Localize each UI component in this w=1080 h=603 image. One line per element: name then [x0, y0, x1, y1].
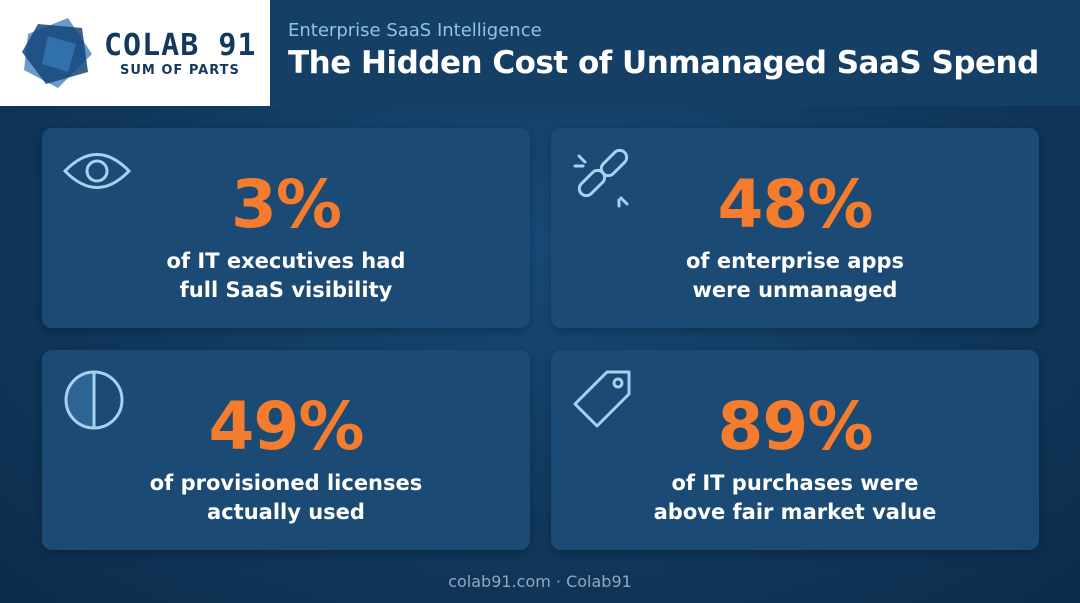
kicker: Enterprise SaaS Intelligence: [288, 20, 542, 41]
stat-text: of IT purchases were: [671, 471, 919, 495]
stat-text: above fair market value: [653, 500, 937, 524]
stat-value: 3%: [230, 166, 342, 243]
title: The Hidden Cost of Unmanaged SaaS Spend: [288, 45, 1039, 81]
eye-icon: [62, 153, 132, 189]
footer: colab91.com · Colab91: [448, 572, 632, 591]
stat-card: 49% of provisioned licenses actually use…: [42, 350, 530, 550]
stat-text: of provisioned licenses: [149, 471, 423, 495]
gauge-icon: [64, 370, 124, 430]
stat-card: 48% of enterprise apps were unmanaged: [551, 128, 1039, 328]
logo: COLAB 91 SUM OF PARTS: [0, 0, 270, 106]
stat-text: of enterprise apps: [685, 249, 905, 273]
stat-text: were unmanaged: [692, 278, 898, 302]
stat-value: 89%: [717, 388, 874, 465]
stat-value: 49%: [208, 388, 365, 465]
header: COLAB 91 SUM OF PARTS Enterprise SaaS In…: [0, 0, 1080, 106]
stat-card: 89% of IT purchases were above fair mark…: [551, 350, 1039, 550]
logo-name: COLAB 91: [104, 28, 257, 63]
logo-mark: [22, 18, 92, 88]
stat-value: 48%: [717, 166, 874, 243]
stat-text: of IT executives had: [166, 249, 406, 273]
link-icon: [573, 148, 629, 208]
stat-text: actually used: [207, 500, 365, 524]
stat-text: full SaaS visibility: [179, 278, 393, 302]
logo-tagline: SUM OF PARTS: [120, 63, 240, 78]
tag-icon: [573, 370, 631, 428]
stat-card: 3% of IT executives had full SaaS visibi…: [42, 128, 530, 328]
